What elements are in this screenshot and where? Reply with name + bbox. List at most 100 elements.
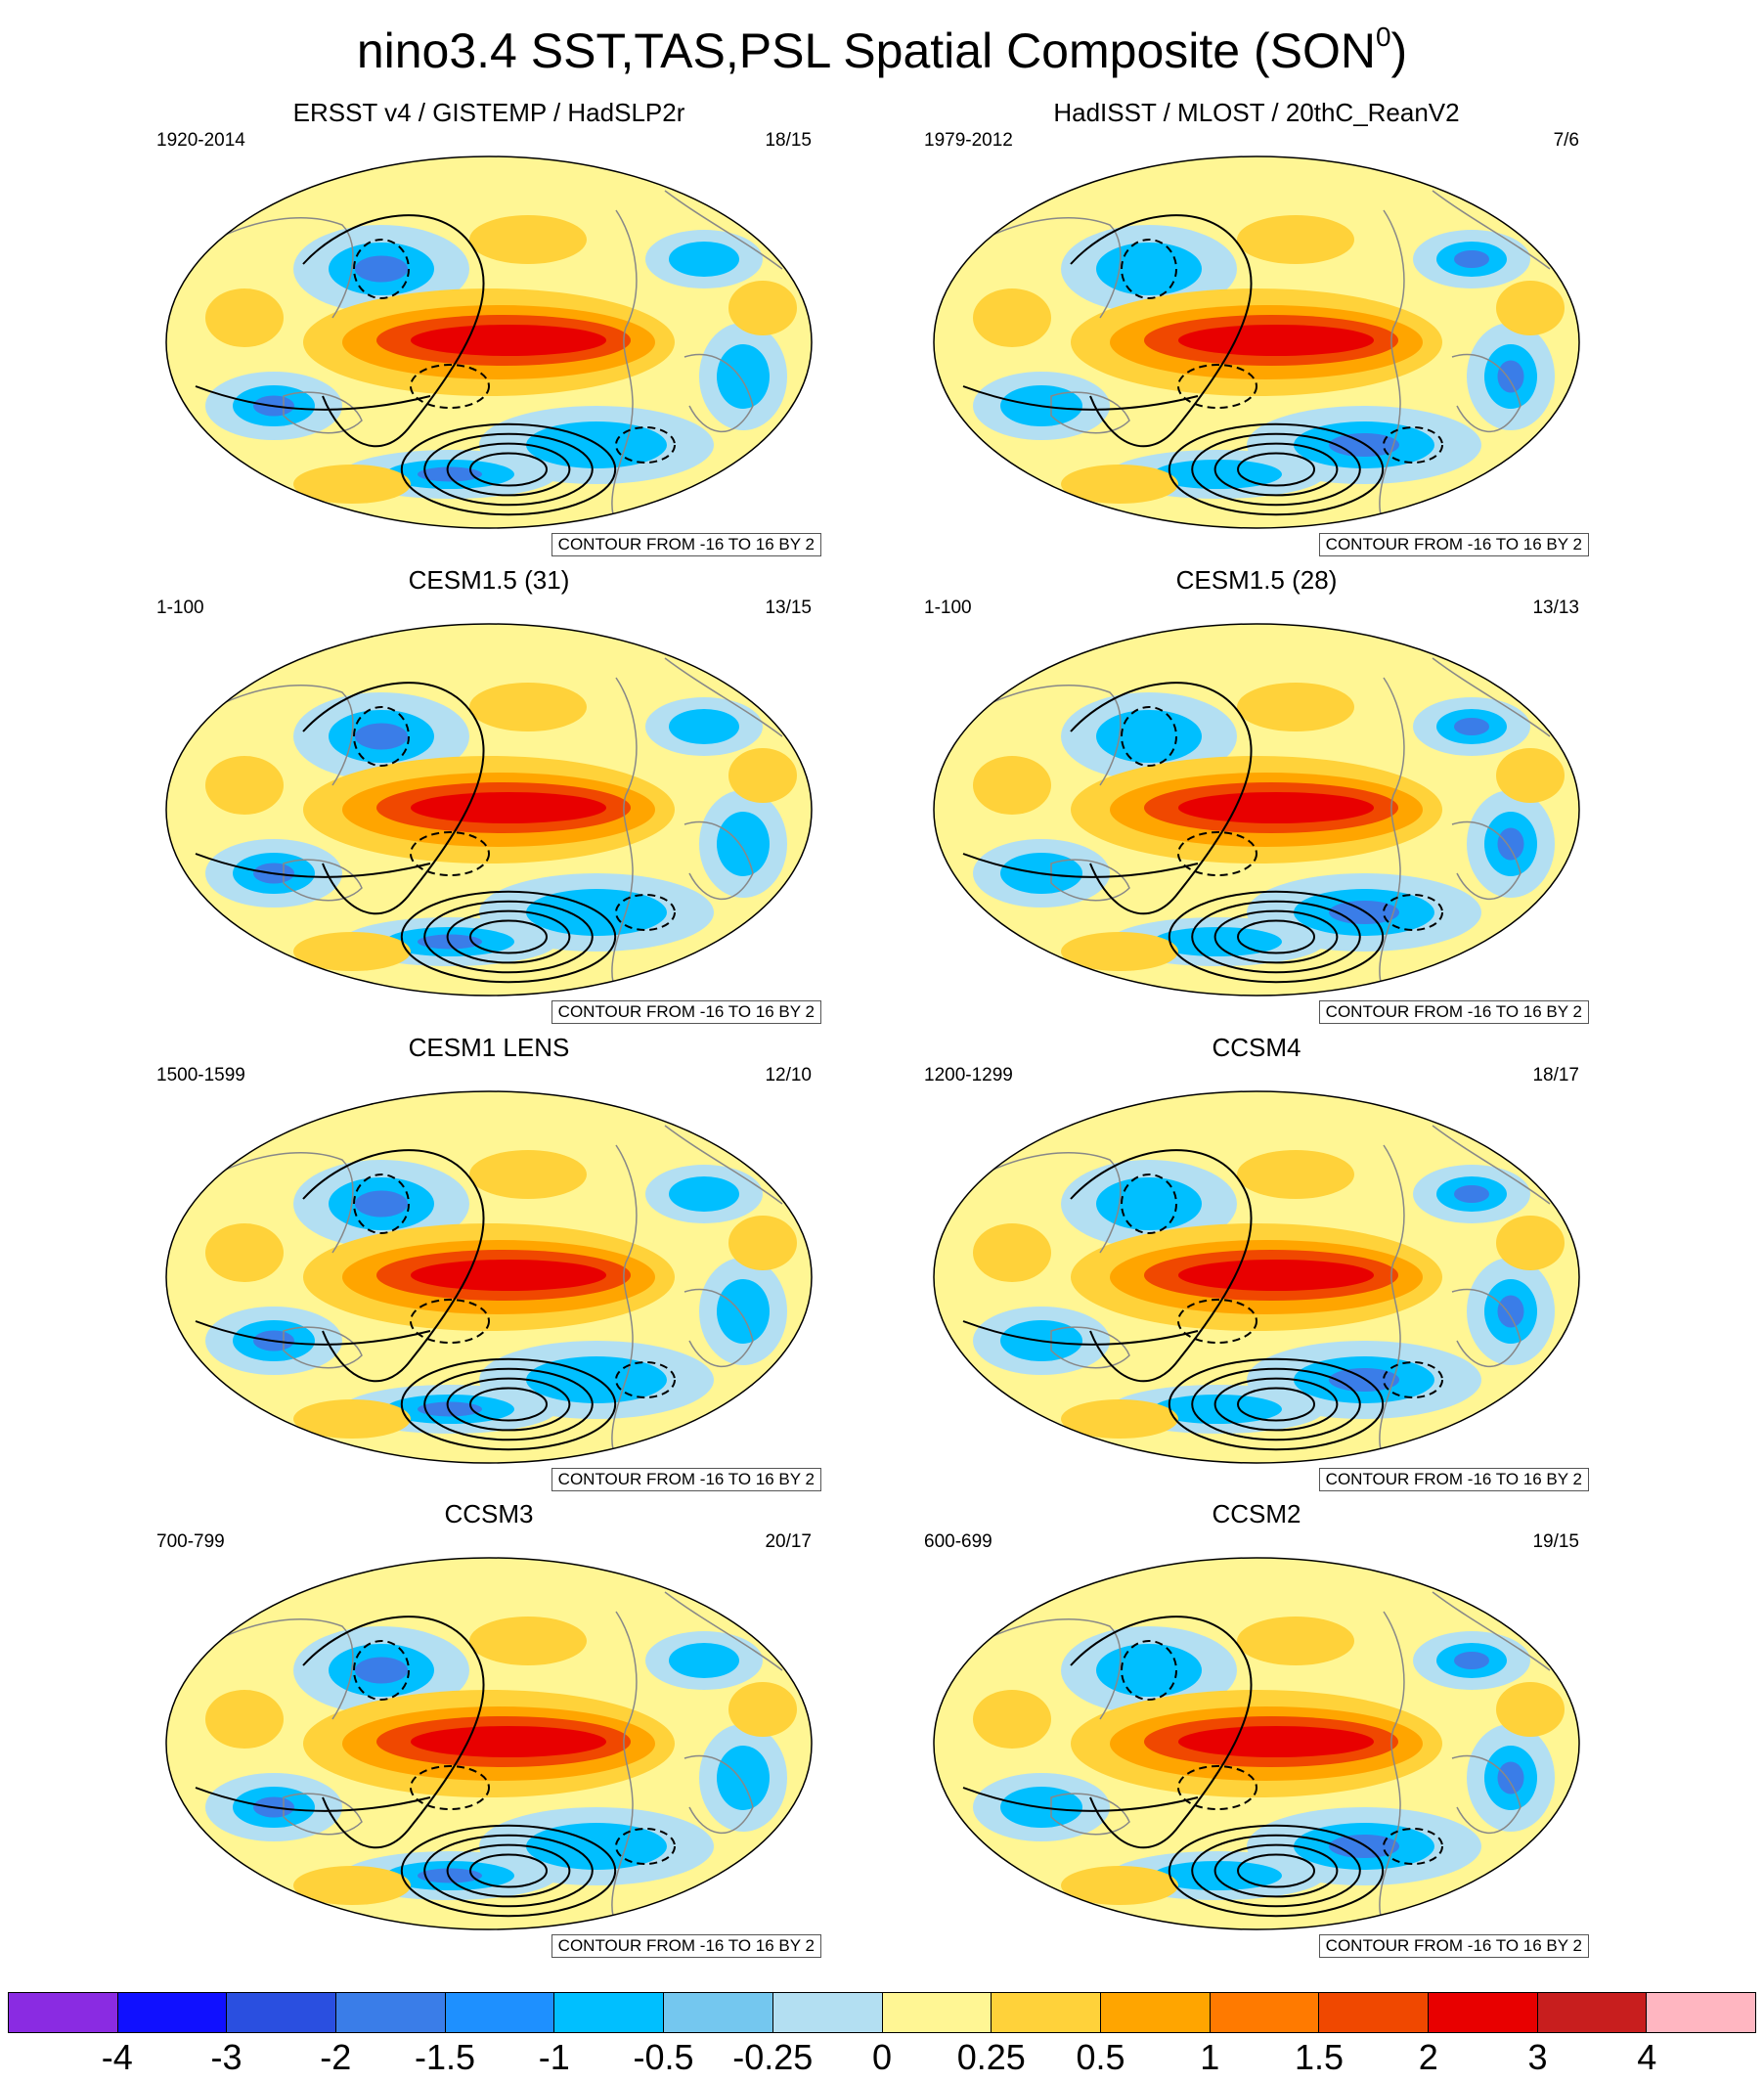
cool-anomaly-core	[1096, 1177, 1202, 1230]
panel-count: 12/10	[765, 1065, 812, 1085]
psl-contour-positive	[1237, 1853, 1315, 1888]
panel-cesm15-28: CESM1.5 (28) 1-100 13/13 CONTOUR FROM -1…	[924, 565, 1589, 1025]
coastline	[982, 190, 1551, 524]
cool-anomaly-core	[1096, 243, 1202, 295]
warm-anomaly	[728, 281, 797, 335]
figure-title-superscript: 0	[1375, 22, 1391, 52]
psl-contour-negative	[1177, 831, 1257, 876]
panel-title: CCSM2	[1212, 1499, 1301, 1528]
coastline	[982, 1591, 1551, 1926]
colorbar-swatch	[772, 1993, 883, 2032]
psl-contour-positive	[1213, 442, 1339, 497]
cool-anomaly-peak	[1497, 1295, 1524, 1328]
warm-anomaly	[293, 1399, 411, 1439]
psl-contour-negative	[1121, 706, 1177, 767]
psl-contour-negative	[410, 1765, 490, 1810]
cool-anomaly-peak	[1497, 1761, 1524, 1794]
warm-anomaly	[1061, 932, 1178, 971]
panel-years: 700-799	[156, 1531, 225, 1552]
psl-contour-negative	[1383, 1828, 1443, 1865]
panel-cesm1-lens: CESM1 LENS 1500-1599 12/10 CONTOUR FROM …	[156, 1033, 821, 1492]
psl-contour-negative	[353, 239, 410, 299]
cool-anomaly-peak	[1454, 718, 1489, 735]
map	[165, 155, 813, 529]
contour-info: CONTOUR FROM -16 TO 16 BY 2	[551, 1000, 821, 1024]
psl-contour-positive	[446, 1843, 571, 1898]
psl-contour-positive	[1213, 1377, 1339, 1432]
psl-contour-positive	[423, 432, 594, 507]
cool-anomaly-peak	[1329, 1835, 1399, 1858]
psl-contour-negative	[1383, 1361, 1443, 1398]
panel-ersst: ERSST v4 / GISTEMP / HadSLP2r 1920-2014 …	[156, 98, 821, 557]
warm-anomaly	[205, 288, 284, 347]
psl-contour-positive	[469, 1853, 548, 1888]
panel-title: ERSST v4 / GISTEMP / HadSLP2r	[292, 98, 685, 127]
colorbar-swatch	[1210, 1993, 1320, 2032]
panel-years: 1-100	[924, 598, 972, 618]
map-field	[934, 1091, 1579, 1463]
cool-anomaly-core	[669, 1643, 739, 1678]
psl-contour-negative	[615, 1828, 676, 1865]
psl-contour-negative	[615, 894, 676, 931]
warm-anomaly	[728, 748, 797, 803]
figure-title-suffix: )	[1390, 23, 1408, 78]
psl-contour-positive	[302, 682, 485, 915]
colorbar-label: 0.5	[1076, 2037, 1125, 2077]
psl-contour-positive	[195, 385, 431, 411]
psl-contour-positive	[1168, 1357, 1385, 1451]
panel-ccsm3: CCSM3 700-799 20/17 CONTOUR FROM -16 TO …	[156, 1499, 821, 1959]
psl-contour-positive	[400, 1824, 617, 1918]
warm-anomaly	[469, 1150, 587, 1199]
cool-anomaly-core	[526, 421, 667, 468]
psl-contour-positive	[1168, 890, 1385, 984]
map-field	[166, 156, 812, 528]
panel-title: CESM1.5 (31)	[408, 565, 570, 595]
map	[165, 1557, 813, 1930]
colorbar-label: -4	[101, 2037, 133, 2077]
cool-anomaly-core	[669, 242, 739, 277]
warm-anomaly	[1237, 215, 1354, 264]
panel-count: 19/15	[1532, 1531, 1579, 1552]
warm-anomaly	[293, 1866, 411, 1905]
psl-contour-negative	[615, 1361, 676, 1398]
psl-contour-positive	[446, 442, 571, 497]
colorbar-swatch	[9, 1993, 118, 2032]
cool-anomaly-core	[717, 1746, 770, 1810]
panel-title: CCSM3	[444, 1499, 534, 1528]
psl-contour-positive	[1191, 1834, 1361, 1908]
coastline	[982, 1125, 1551, 1459]
figure-title: nino3.4 SST,TAS,PSL Spatial Composite (S…	[0, 6, 1764, 82]
psl-contour-negative	[353, 706, 410, 767]
cool-anomaly-peak	[418, 1868, 482, 1883]
map-field	[166, 1091, 812, 1463]
colorbar-label: -1	[538, 2037, 570, 2077]
warm-anomaly	[1496, 748, 1565, 803]
panel-years: 600-699	[924, 1531, 992, 1552]
colorbar-label: -3	[210, 2037, 243, 2077]
contour-info: CONTOUR FROM -16 TO 16 BY 2	[1318, 1468, 1589, 1491]
psl-contour-negative	[1177, 1299, 1257, 1344]
cool-anomaly-peak	[418, 934, 482, 950]
map-field	[934, 624, 1579, 996]
colorbar-label: -0.5	[633, 2037, 694, 2077]
nino-warm-core	[1178, 792, 1374, 823]
panel-ccsm2: CCSM2 600-699 19/15 CONTOUR FROM -16 TO …	[924, 1499, 1589, 1959]
cool-anomaly-peak	[1454, 1652, 1489, 1669]
panel-title: CESM1.5 (28)	[1175, 565, 1338, 595]
coastline	[214, 657, 783, 992]
warm-anomaly	[973, 288, 1051, 347]
psl-contour-negative	[1121, 1174, 1177, 1234]
psl-contour-negative	[1177, 1765, 1257, 1810]
globe-outline	[933, 623, 1580, 997]
psl-contour-positive	[1168, 1824, 1385, 1918]
panel-title: CESM1 LENS	[408, 1033, 570, 1062]
colorbar-swatch	[117, 1993, 228, 2032]
warm-anomaly	[1061, 1866, 1178, 1905]
psl-contour-negative	[1177, 364, 1257, 409]
colorbar-label: 0.25	[956, 2037, 1026, 2077]
psl-contour-negative	[1383, 426, 1443, 464]
warm-anomaly	[1237, 1617, 1354, 1665]
warm-anomaly	[1237, 683, 1354, 731]
psl-contour-negative	[410, 1299, 490, 1344]
psl-contour-positive	[446, 1377, 571, 1432]
